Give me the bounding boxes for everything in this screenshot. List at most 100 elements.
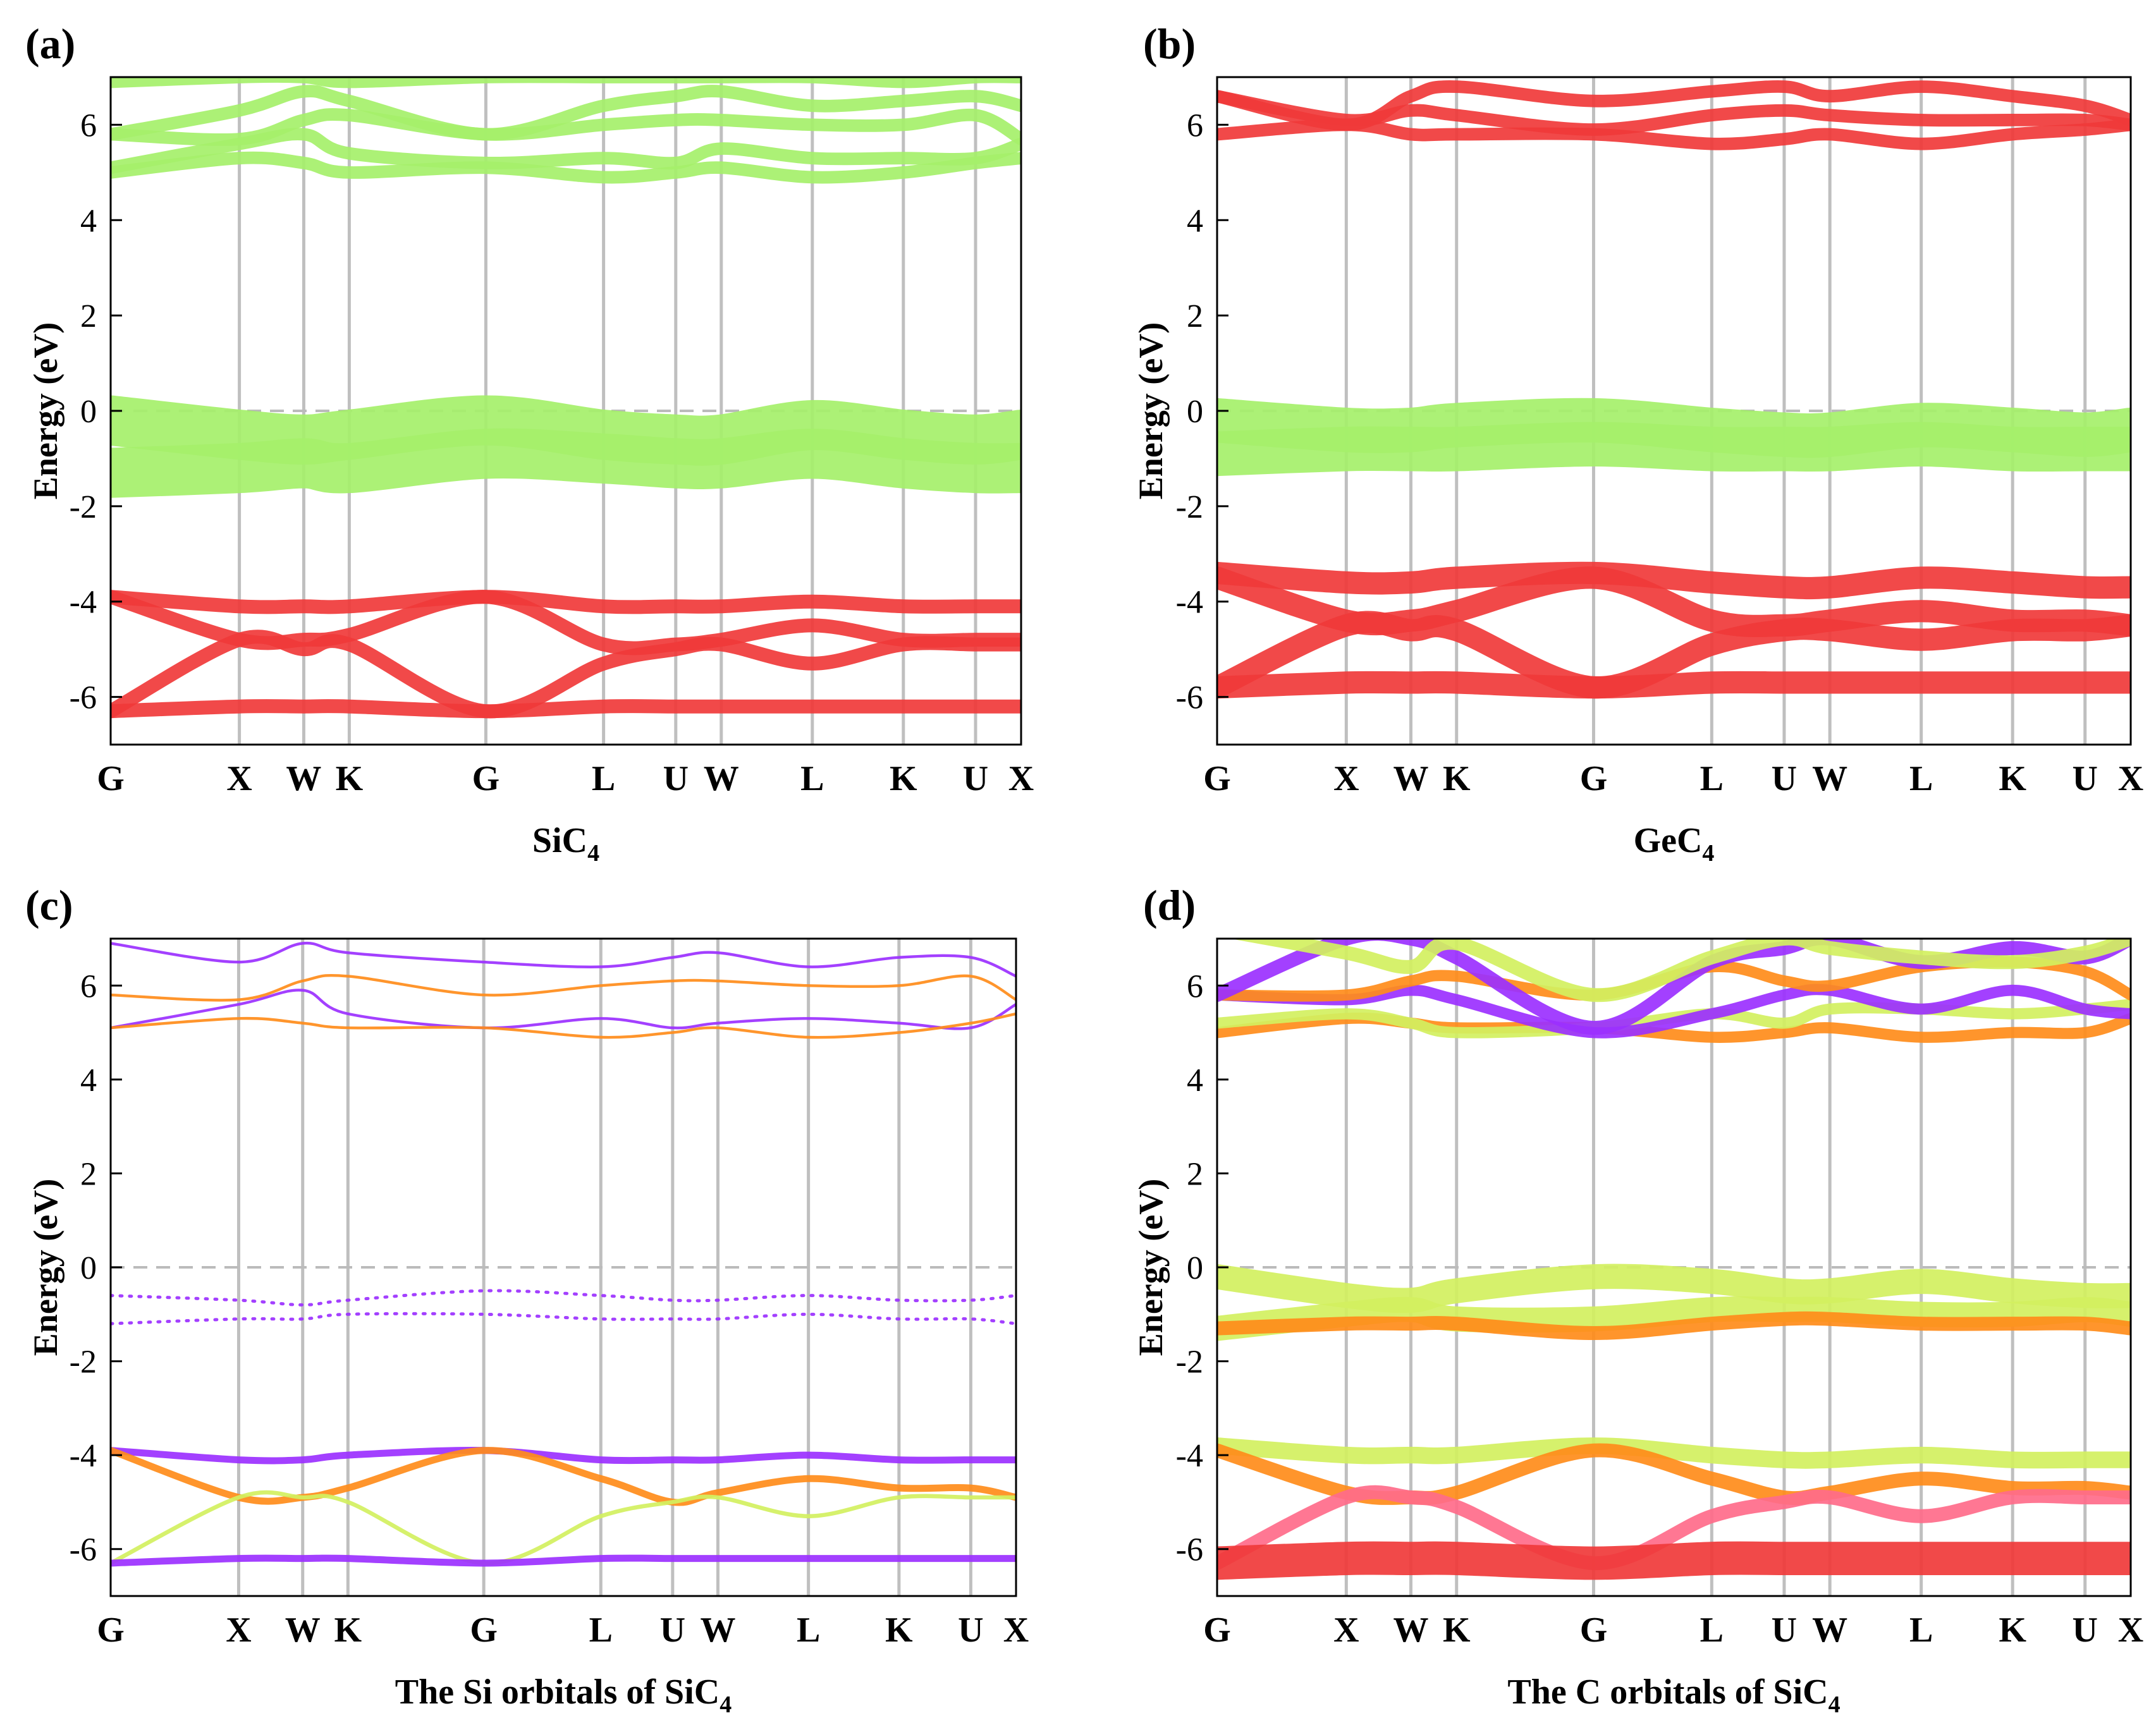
y-tick-label: -6 (1176, 1532, 1203, 1568)
y-tick-label: -2 (1176, 1344, 1203, 1380)
band-v2 (111, 428, 1021, 498)
y-tick-label: 0 (1187, 1250, 1203, 1286)
kpoint-label-K: K (334, 1611, 362, 1650)
y-tick-label: 4 (1187, 203, 1203, 239)
bands (1217, 939, 2131, 1580)
kpoint-label-X: X (2118, 759, 2143, 798)
kpoint-label-K: K (1443, 759, 1471, 798)
kpoint-label-G: G (1203, 759, 1231, 798)
kpoint-label-U: U (2073, 1611, 2098, 1650)
kpoint-label-K: K (890, 759, 917, 798)
kpoint-label-L: L (1909, 759, 1933, 798)
bands (111, 941, 1016, 1567)
kpoint-label-W: W (285, 1611, 321, 1650)
kpoint-label-G: G (470, 1611, 498, 1650)
band-cb1 (111, 1447, 1016, 1465)
y-tick-label: -4 (70, 585, 97, 621)
band-c1 (111, 989, 1016, 1030)
bands (1217, 80, 2131, 699)
kpoint-label-L: L (1909, 1611, 1933, 1650)
kpoint-label-W: W (286, 759, 321, 798)
x-axis-label: The Si orbitals of SiC4 (395, 1672, 732, 1718)
band-v2 (1217, 422, 2131, 477)
band-cb3 (111, 630, 1021, 719)
y-tick-label: 6 (1187, 968, 1203, 1004)
band-c5 (111, 77, 1021, 88)
y-tick-label: 2 (1187, 298, 1203, 334)
y-tick-label: 6 (80, 968, 97, 1004)
kpoint-label-X: X (1003, 1611, 1029, 1650)
kpoint-label-U: U (1772, 1611, 1797, 1650)
kpoint-label-W: W (700, 1611, 735, 1650)
band-v3 (1217, 1311, 2131, 1340)
band-c1 (111, 151, 1021, 184)
kpoint-label-U: U (2073, 759, 2098, 798)
x-axis-label: SiC4 (532, 821, 599, 867)
kpoint-label-L: L (1700, 1611, 1724, 1650)
band-c3 (111, 973, 1016, 1002)
kpoint-label-U: U (1772, 759, 1797, 798)
y-tick-label: 6 (1187, 107, 1203, 143)
band-c3 (1217, 80, 2131, 131)
kpoint-label-L: L (1700, 759, 1724, 798)
band-c2 (111, 1012, 1016, 1039)
y-tick-label: -2 (1176, 489, 1203, 525)
band-cb1 (111, 590, 1021, 614)
band-c1 (1217, 118, 2131, 150)
panel-label: (b) (1143, 20, 1196, 68)
kpoint-label-W: W (1812, 759, 1847, 798)
y-tick-label: 4 (80, 1063, 97, 1099)
kpoint-label-G: G (472, 759, 500, 798)
band-c4 (111, 85, 1021, 141)
kpoint-label-X: X (226, 759, 252, 798)
kpoint-label-W: W (1393, 1611, 1428, 1650)
kpoint-label-G: G (97, 759, 125, 798)
y-tick-label: -2 (70, 489, 97, 525)
y-tick-label: 2 (80, 298, 97, 334)
y-tick-label: -4 (1176, 585, 1203, 621)
y-tick-label: -6 (70, 1532, 97, 1568)
band-c4 (111, 941, 1016, 978)
y-tick-label: 2 (80, 1156, 97, 1192)
kpoint-label-L: L (589, 1611, 613, 1650)
kpoint-label-L: L (797, 1611, 820, 1650)
band-cb4 (111, 699, 1021, 719)
kpoint-label-G: G (1580, 759, 1608, 798)
y-axis-label: Energy (eV) (1132, 1179, 1170, 1356)
band-v1 (111, 1289, 1016, 1307)
band-c2 (111, 128, 1021, 174)
kpoint-label-X: X (226, 1611, 251, 1650)
bands (111, 77, 1021, 719)
kpoint-label-G: G (97, 1611, 125, 1650)
y-axis-label: Energy (eV) (27, 1179, 64, 1356)
band-cb4 (1217, 1541, 2131, 1580)
y-tick-label: 0 (80, 394, 97, 430)
kpoint-label-W: W (1812, 1611, 1847, 1650)
band-cb1 (1217, 561, 2131, 600)
x-axis-label: The C orbitals of SiC4 (1507, 1672, 1840, 1718)
kpoint-label-W: W (704, 759, 739, 798)
y-tick-label: -6 (1176, 680, 1203, 716)
band-cb2 (111, 1447, 1016, 1506)
kpoint-label-G: G (1203, 1611, 1231, 1650)
band-c3 (111, 108, 1021, 146)
kpoint-label-U: U (958, 1611, 983, 1650)
kpoint-label-L: L (592, 759, 615, 798)
band-cb1 (1217, 1437, 2131, 1469)
band-cb4 (1217, 671, 2131, 699)
panel-label: (d) (1143, 881, 1196, 929)
kpoint-label-X: X (1333, 759, 1359, 798)
y-tick-label: 4 (80, 203, 97, 239)
y-tick-label: -6 (70, 680, 97, 716)
band-cb3 (1217, 611, 2131, 699)
kpoint-label-K: K (336, 759, 364, 798)
kpoint-label-U: U (663, 759, 689, 798)
kpoint-label-K: K (1999, 759, 2026, 798)
y-axis-label: Energy (eV) (1132, 322, 1170, 499)
kpoint-label-K: K (1443, 1611, 1471, 1650)
